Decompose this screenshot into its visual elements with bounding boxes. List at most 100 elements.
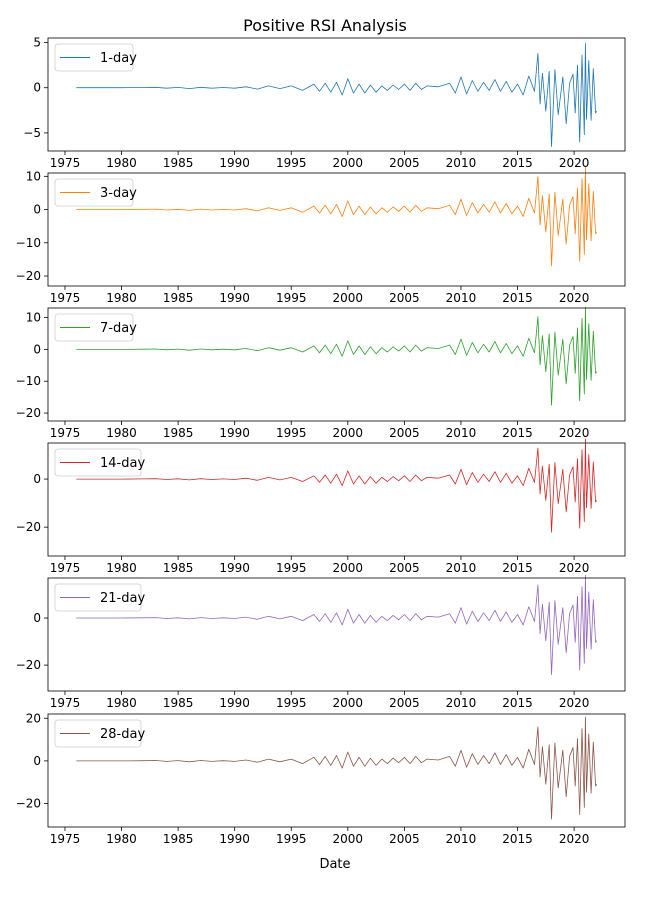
y-tick-label: −20 [16,658,41,672]
legend: 28-day [54,719,145,748]
legend-label: 3-day [100,186,137,201]
x-tick-label: 1990 [219,561,250,575]
x-tick-label: 2000 [333,832,364,846]
subplot-21-day: 1975 1980 1985 1990 1995 2000 2005 2010 2015 2020… [16,574,626,710]
x-tick-label: 1985 [163,291,194,305]
y-tick-label: −10 [16,236,41,250]
x-tick-label: 1995 [276,696,307,710]
y-tick-label: 0 [33,342,41,356]
x-tick-label: 1995 [276,561,307,575]
x-tick-label: 2010 [446,291,477,305]
legend-box [54,583,142,612]
x-tick-label: 2020 [559,832,590,846]
legend: 14-day [54,448,145,477]
x-tick-label: 2010 [446,696,477,710]
y-tick-label: −10 [16,374,41,388]
x-tick-label: 1975 [50,426,81,440]
x-tick-label: 2015 [502,832,533,846]
x-tick-label: 1980 [106,156,137,170]
axes-frame [47,577,626,692]
subplot-panels: 1975 1980 1985 1990 1995 2000 2005 2010 2015 2020… [16,36,626,846]
x-tick-label: 1990 [219,832,250,846]
y-tick-label: 0 [33,472,41,486]
x-tick-label: 2020 [559,696,590,710]
legend-label: 28-day [100,727,145,742]
x-tick-label: 1985 [163,832,194,846]
x-tick-label: 1975 [50,156,81,170]
subplot-3-day: 1975 1980 1985 1990 1995 2000 2005 2010 2015 2020… [16,166,626,305]
x-tick-label: 1985 [163,426,194,440]
axes-frame [47,37,626,152]
axes-frame [47,172,626,287]
axes-frame [47,442,626,557]
x-tick-label: 2010 [446,156,477,170]
x-tick-label: 1990 [219,291,250,305]
x-tick-label: 2015 [502,291,533,305]
axes-frame [47,713,626,828]
x-tick-label: 1990 [219,156,250,170]
x-tick-label: 1985 [163,156,194,170]
x-tick-label: 1995 [276,156,307,170]
x-tick-label: 2000 [333,426,364,440]
series-line-3-day [76,166,598,267]
x-tick-label: 1980 [106,426,137,440]
x-tick-label: 2020 [559,156,590,170]
x-tick-label: 2020 [559,291,590,305]
x-tick-label: 1990 [219,696,250,710]
subplot-28-day: 1975 1980 1985 1990 1995 2000 2005 2010 2015 2020… [16,711,626,846]
y-tick-label: 5 [33,36,41,50]
x-tick-label: 2005 [389,156,420,170]
legend-box [54,43,134,72]
x-tick-label: 1995 [276,291,307,305]
x-tick-label: 2005 [389,832,420,846]
series-line-28-day [76,716,598,820]
x-tick-label: 1985 [163,696,194,710]
legend: 3-day [54,178,137,207]
x-tick-label: 1980 [106,561,137,575]
y-tick-label: 0 [33,203,41,217]
legend-label: 7-day [100,321,137,336]
y-tick-label: 10 [26,311,41,325]
series-line-14-day [76,438,598,533]
x-tick-label: 2005 [389,426,420,440]
y-tick-label: −20 [16,269,41,283]
y-tick-label: −5 [23,126,41,140]
x-tick-label: 2005 [389,696,420,710]
y-tick-label: 0 [33,611,41,625]
x-tick-label: 2015 [502,156,533,170]
x-tick-label: 2005 [389,561,420,575]
series-line-21-day [76,574,598,675]
legend-box [54,313,134,342]
subplot-7-day: 1975 1980 1985 1990 1995 2000 2005 2010 2015 2020… [16,306,626,440]
legend-box [54,178,134,207]
x-tick-label: 2015 [502,561,533,575]
x-tick-label: 1995 [276,832,307,846]
x-tick-label: 2000 [333,561,364,575]
x-tick-label: 2015 [502,696,533,710]
legend: 1-day [54,43,137,72]
x-tick-label: 2010 [446,426,477,440]
x-tick-label: 2000 [333,696,364,710]
x-tick-label: 1975 [50,561,81,575]
legend-label: 14-day [100,456,145,471]
subplot-1-day: 1975 1980 1985 1990 1995 2000 2005 2010 2015 2020… [23,36,626,170]
series-line-1-day [76,43,598,147]
y-tick-label: −20 [16,520,41,534]
x-tick-label: 1995 [276,426,307,440]
legend-label: 1-day [100,51,137,66]
legend-box [54,448,142,477]
y-tick-label: 0 [33,754,41,768]
x-tick-label: 1985 [163,561,194,575]
x-tick-label: 1975 [50,832,81,846]
x-tick-label: 1975 [50,696,81,710]
y-tick-label: −20 [16,797,41,811]
x-tick-label: 2015 [502,426,533,440]
x-tick-label: 2005 [389,291,420,305]
legend: 21-day [54,583,145,612]
y-tick-label: −20 [16,406,41,420]
x-tick-label: 1980 [106,832,137,846]
subplot-14-day: 1975 1980 1985 1990 1995 2000 2005 2010 2015 2020… [16,438,626,575]
x-tick-label: 2020 [559,426,590,440]
legend: 7-day [54,313,137,342]
